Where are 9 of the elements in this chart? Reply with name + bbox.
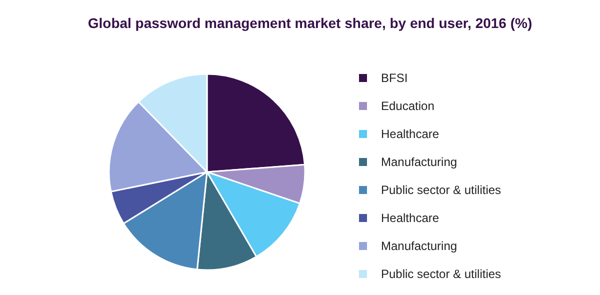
chart-title: Global password management market share, by end user, 2016 (%) [88, 15, 532, 31]
legend-label: Education [381, 99, 434, 113]
legend-label: Manufacturing [381, 239, 458, 253]
legend-label: Healthcare [381, 127, 440, 141]
legend-label: Manufacturing [381, 155, 458, 169]
legend-label: BFSI [381, 71, 408, 85]
legend-label: Healthcare [381, 211, 440, 225]
legend-label: Public sector & utilities [381, 267, 502, 281]
legend-label: Public sector & utilities [381, 183, 502, 197]
